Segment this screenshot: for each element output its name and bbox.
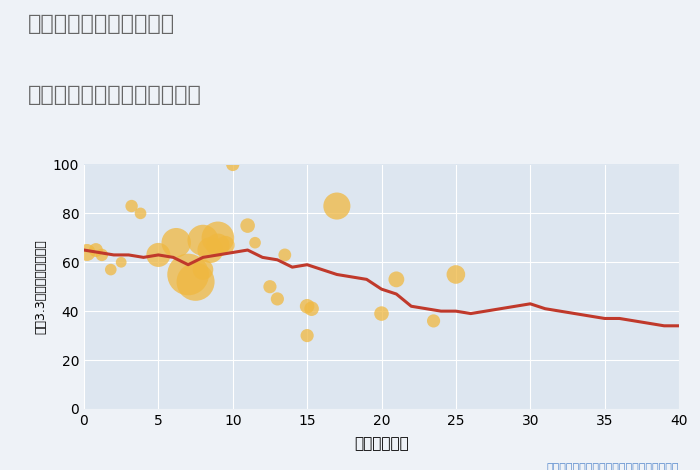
Point [249,239,260,246]
Point [197,266,209,274]
Point [96,251,108,258]
Point [205,246,216,254]
Point [428,317,439,325]
Text: 築年数別中古マンション価格: 築年数別中古マンション価格 [28,85,202,105]
Point [331,202,342,210]
Point [197,236,209,244]
Point [212,234,223,242]
X-axis label: 築年数（年）: 築年数（年） [354,436,409,451]
Point [279,251,290,258]
Point [302,332,313,339]
Point [81,249,92,256]
Point [116,258,127,266]
Point [105,266,116,274]
Point [391,275,402,283]
Point [306,305,317,313]
Point [126,202,137,210]
Point [376,310,387,317]
Point [227,161,238,168]
Point [272,295,283,303]
Point [212,242,223,249]
Point [450,271,461,278]
Point [302,303,313,310]
Point [171,239,182,246]
Point [265,283,276,290]
Point [135,210,146,217]
Point [220,242,231,249]
Point [90,246,101,254]
Text: 円の大きさは、取引のあった物件面積を示す: 円の大きさは、取引のあった物件面積を示す [547,462,679,470]
Y-axis label: 坪（3.3㎡）単価（万円）: 坪（3.3㎡）単価（万円） [34,239,47,334]
Point [183,271,194,278]
Text: 三重県松阪市嬉野黒野町: 三重県松阪市嬉野黒野町 [28,14,175,34]
Point [153,251,164,258]
Point [242,222,253,229]
Point [190,278,201,286]
